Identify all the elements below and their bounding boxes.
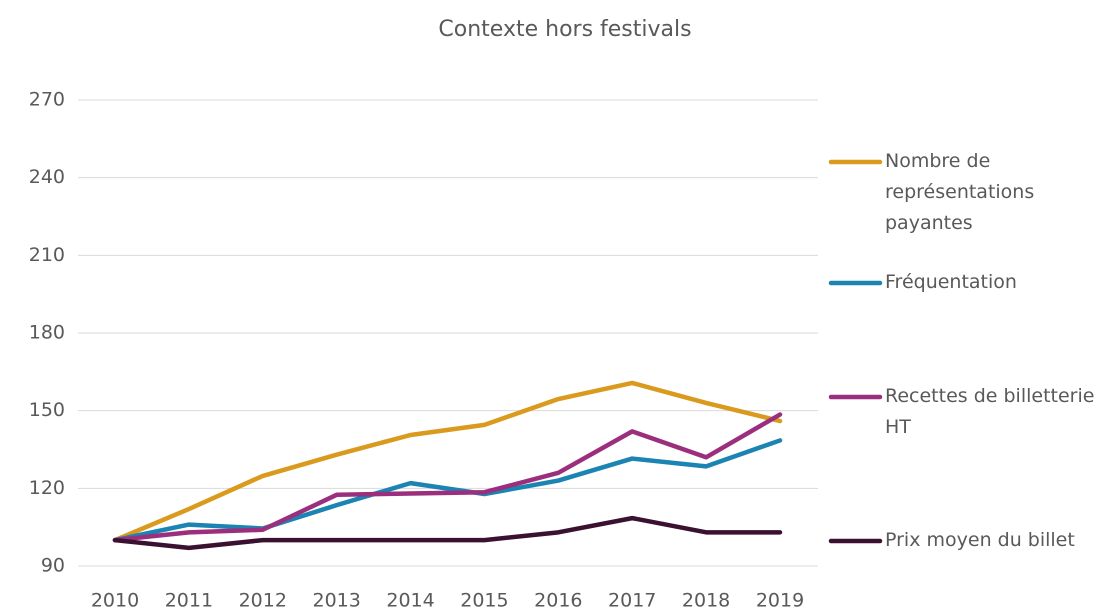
- x-tick-label: 2018: [682, 590, 730, 611]
- series-line: [112, 412, 783, 543]
- y-tick-label: 210: [29, 244, 65, 266]
- x-tick-label: 2013: [312, 590, 360, 611]
- x-tick-label: 2010: [91, 590, 139, 611]
- chart-title: Contexte hors festivals: [438, 17, 691, 42]
- y-tick-label: 240: [29, 166, 65, 188]
- x-tick-label: 2016: [534, 590, 582, 611]
- x-tick-label: 2019: [756, 590, 804, 611]
- y-tick-label: 90: [41, 555, 65, 577]
- y-tick-label: 120: [29, 477, 65, 499]
- legend-label: Nombre de représentations payantes: [885, 150, 1035, 234]
- y-tick-label: 270: [29, 89, 65, 111]
- legend-label: Prix moyen du billet: [885, 529, 1075, 551]
- series-line: [112, 380, 783, 543]
- x-tick-label: 2011: [165, 590, 213, 611]
- series-line: [112, 438, 783, 543]
- x-tick-label: 2017: [608, 590, 656, 611]
- legend-label: Fréquentation: [885, 271, 1017, 293]
- y-tick-label: 150: [29, 399, 65, 421]
- y-tick-label: 180: [29, 322, 65, 344]
- x-tick-label: 2014: [386, 590, 434, 611]
- x-tick-label: 2015: [460, 590, 508, 611]
- series-line: [112, 515, 783, 551]
- legend-label: Recettes de billetterie HT: [885, 385, 1095, 438]
- x-tick-label: 2012: [239, 590, 287, 611]
